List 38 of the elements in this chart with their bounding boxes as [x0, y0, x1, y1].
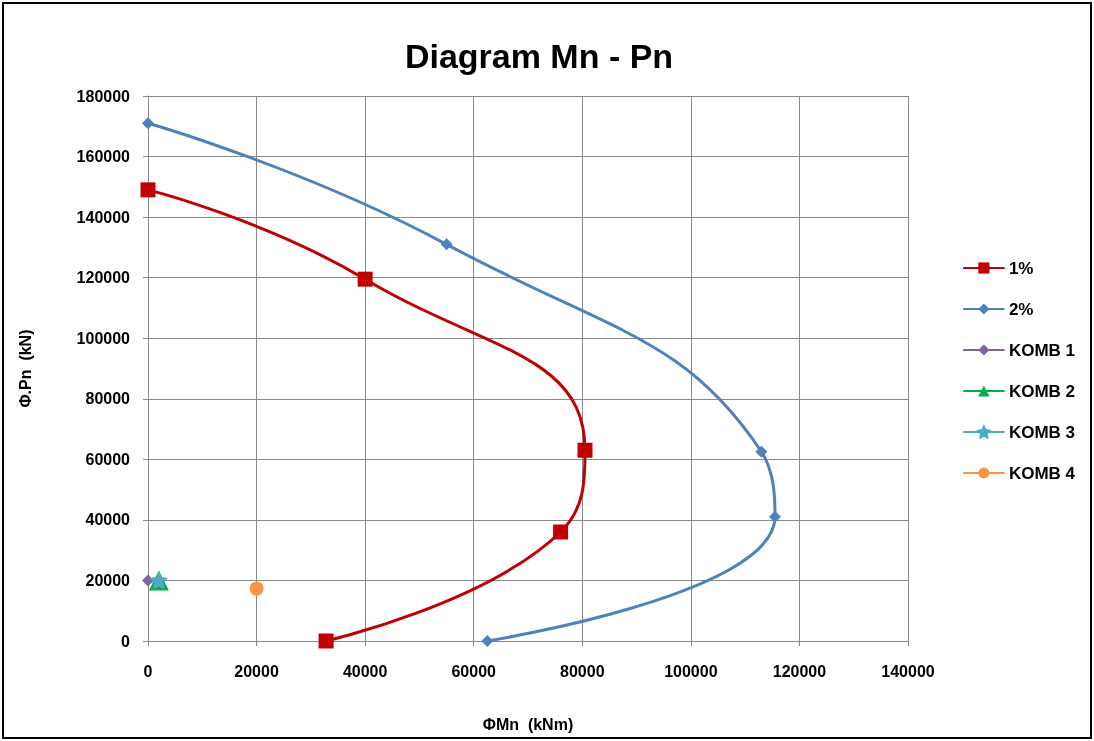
y-tick-label: 120000: [76, 269, 131, 287]
y-tick-label: 20000: [85, 571, 131, 589]
x-axis-title: ΦMn (kNm): [482, 715, 574, 733]
y-tick-label: 180000: [76, 87, 131, 105]
point: [142, 117, 154, 130]
legend-label: KOMB 2: [1008, 381, 1076, 401]
point: [755, 445, 768, 458]
legend-label: KOMB 3: [1008, 422, 1076, 442]
x-tick-label: 140000: [881, 662, 935, 680]
y-axis-title: Φ.Pn (kN): [16, 329, 34, 408]
legend-label: KOMB 1: [1008, 340, 1076, 360]
point: [481, 635, 494, 647]
y-tick-label: 40000: [85, 511, 131, 529]
legend-label: KOMB 4: [1008, 463, 1076, 483]
x-tick-label: 0: [143, 662, 153, 680]
point: [577, 442, 593, 458]
point: [142, 574, 154, 587]
point: [318, 633, 334, 649]
y-tick-label: 100000: [76, 329, 131, 347]
legend-label: 2%: [1008, 299, 1034, 319]
y-tick-label: 160000: [76, 148, 131, 166]
x-tick-label: 120000: [772, 662, 827, 680]
x-tick-label: 60000: [451, 662, 497, 680]
y-tick-label: 140000: [76, 208, 131, 226]
y-tick-label: 0: [121, 632, 131, 650]
y-tick-label: 60000: [85, 450, 131, 468]
point: [140, 182, 156, 198]
legend-label: 1%: [1008, 258, 1034, 278]
x-tick-label: 80000: [560, 662, 605, 680]
chart-title: Diagram Mn - Pn: [404, 37, 674, 75]
point: [249, 581, 264, 596]
point: [440, 238, 453, 251]
x-tick-label: 20000: [234, 662, 279, 680]
x-tick-label: 100000: [664, 662, 718, 680]
point: [553, 524, 569, 540]
y-tick-label: 80000: [85, 390, 131, 408]
x-tick-label: 40000: [342, 662, 388, 680]
point: [357, 271, 373, 287]
